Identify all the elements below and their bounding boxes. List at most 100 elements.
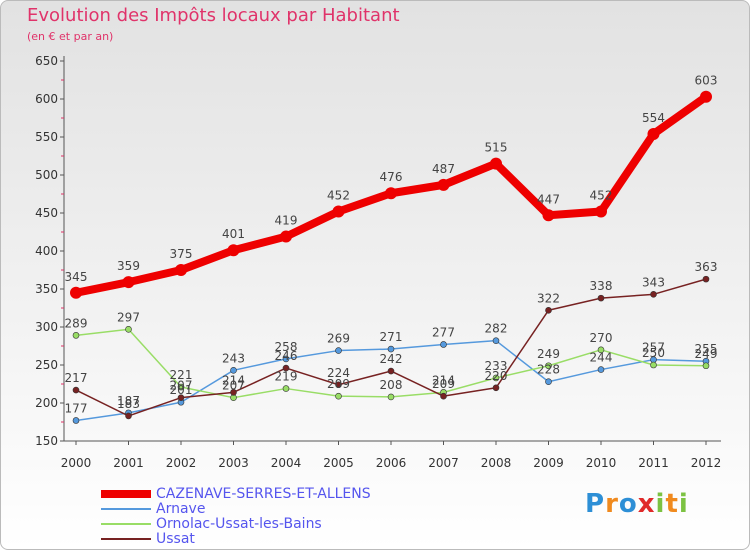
- data-point: [385, 187, 397, 200]
- x-tick-label: 2011: [638, 456, 669, 470]
- data-label: 322: [537, 291, 560, 305]
- data-point: [595, 205, 607, 218]
- data-point: [702, 362, 710, 370]
- data-point: [387, 393, 395, 401]
- y-tick-label: 250: [35, 358, 58, 372]
- y-tick-label: 150: [35, 434, 58, 448]
- data-point: [440, 392, 447, 400]
- data-point: [647, 127, 660, 140]
- x-tick-label: 2001: [113, 456, 144, 470]
- y-tick-label: 350: [35, 282, 58, 296]
- data-label: 183: [117, 397, 140, 411]
- chart-title: Evolution des Impôts locaux par Habitant: [27, 5, 400, 26]
- data-label: 269: [327, 332, 350, 346]
- data-label: 554: [642, 111, 665, 125]
- logo-letter: t: [665, 489, 679, 519]
- data-point: [175, 264, 187, 276]
- data-point: [177, 383, 185, 391]
- data-label: 214: [432, 373, 455, 387]
- x-tick-label: 2010: [586, 456, 617, 470]
- data-point: [227, 244, 240, 257]
- legend-label: Ussat: [156, 531, 195, 547]
- data-point: [492, 384, 500, 392]
- data-label: 209: [432, 377, 455, 391]
- data-label: 209: [327, 377, 350, 391]
- logo-letter: o: [618, 489, 638, 519]
- data-point: [437, 178, 450, 191]
- data-point: [282, 355, 290, 363]
- y-tick-label: 550: [35, 130, 58, 144]
- x-tick-label: 2006: [376, 456, 407, 470]
- data-point: [492, 337, 500, 344]
- data-point: [335, 347, 342, 354]
- y-tick-label: 500: [35, 168, 58, 182]
- data-label: 277: [432, 325, 455, 339]
- y-tick-label: 650: [35, 54, 58, 68]
- x-tick-label: 2002: [166, 456, 197, 470]
- data-point: [332, 205, 345, 218]
- data-label: 242: [380, 352, 403, 366]
- data-point: [490, 157, 502, 170]
- data-point: [72, 386, 80, 394]
- data-point: [125, 412, 132, 420]
- data-point: [545, 378, 552, 386]
- y-tick-label: 600: [35, 92, 58, 106]
- data-label: 258: [275, 340, 298, 354]
- data-point: [335, 392, 342, 400]
- data-label: 257: [642, 341, 665, 355]
- x-tick-label: 2007: [428, 456, 459, 470]
- chart-subtitle: (en € et par an): [27, 30, 114, 43]
- data-point: [230, 367, 237, 374]
- data-label: 233: [485, 359, 508, 373]
- data-point: [387, 345, 395, 353]
- data-point: [597, 366, 605, 373]
- data-label: 214: [222, 373, 245, 387]
- data-label: 343: [642, 275, 665, 289]
- data-label: 419: [275, 214, 298, 228]
- data-label: 217: [65, 371, 88, 385]
- legend-swatch: [101, 538, 151, 540]
- data-point: [545, 362, 552, 370]
- data-label: 603: [695, 74, 718, 88]
- y-tick-label: 300: [35, 320, 58, 334]
- data-label: 177: [65, 401, 88, 415]
- x-tick-label: 2012: [691, 456, 722, 470]
- x-tick-label: 2003: [218, 456, 249, 470]
- chart-axes: 150 200 250 300 350 400 450 500 550 600 650 2000 200…: [35, 54, 721, 470]
- data-point: [545, 306, 552, 314]
- data-point: [650, 361, 657, 369]
- logo-letter: i: [655, 489, 666, 519]
- data-point: [72, 332, 80, 339]
- legend-label: Arnave: [156, 501, 206, 517]
- x-tick-label: 2005: [323, 456, 354, 470]
- data-label: 208: [380, 378, 403, 392]
- legend-swatch: [101, 508, 151, 510]
- data-label: 487: [432, 162, 455, 176]
- data-label: 207: [222, 379, 245, 393]
- logo-letter: i: [678, 489, 689, 519]
- logo-letter: P: [585, 489, 606, 519]
- data-label: 243: [222, 351, 245, 365]
- x-tick-label: 2008: [481, 456, 512, 470]
- data-label: 201: [170, 383, 193, 397]
- data-point: [282, 364, 290, 372]
- data-label: 228: [537, 363, 560, 377]
- data-point: [72, 417, 80, 424]
- data-label: 289: [65, 316, 88, 330]
- x-tick-label: 2004: [271, 456, 302, 470]
- data-point: [282, 385, 290, 392]
- data-label: 515: [485, 141, 508, 155]
- legend-label: Ornolac-Ussat-les-Bains: [156, 516, 322, 532]
- data-label: 476: [380, 170, 403, 184]
- data-point: [125, 325, 132, 333]
- data-label: 187: [117, 394, 140, 408]
- data-point: [335, 381, 342, 389]
- data-label: 282: [485, 322, 508, 336]
- data-point: [280, 230, 292, 243]
- data-point: [440, 341, 447, 348]
- data-point: [177, 394, 185, 401]
- data-label: 452: [327, 188, 350, 202]
- data-label: 359: [117, 259, 140, 273]
